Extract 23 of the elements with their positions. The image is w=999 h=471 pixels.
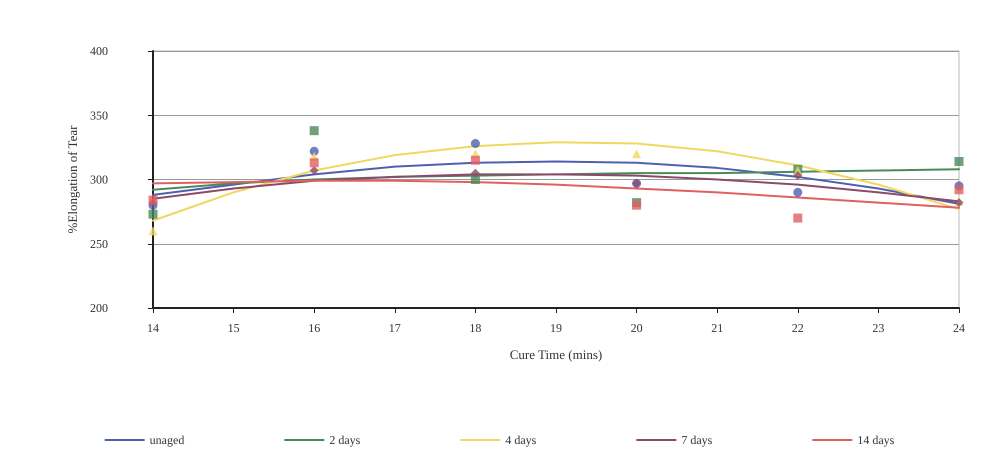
x-tick-label: 22 [792, 321, 804, 335]
x-tick-label: 14 [147, 321, 159, 335]
x-tick-label: 16 [308, 321, 320, 335]
x-tick-label: 20 [630, 321, 643, 335]
y-axis-title: %Elongation of Tear [65, 124, 80, 234]
x-tick-label: 24 [953, 321, 965, 335]
y-tick-label: 200 [90, 301, 108, 315]
legend-label: 7 days [681, 433, 713, 447]
legend-label: unaged [150, 433, 184, 447]
y-tick-label: 350 [90, 108, 108, 122]
x-tick-label: 19 [550, 321, 562, 335]
x-tick-label: 18 [469, 321, 482, 335]
legend-label: 2 days [329, 433, 361, 447]
x-tick-label: 17 [388, 321, 401, 335]
y-tick-label: 400 [90, 44, 108, 58]
x-tick-label: 23 [872, 321, 884, 335]
y-tick-label: 300 [90, 172, 108, 186]
legend-label: 4 days [505, 433, 537, 447]
legend-label: 14 days [857, 433, 895, 447]
x-axis-title: Cure Time (mins) [510, 347, 602, 362]
x-tick-label: 15 [228, 321, 240, 335]
y-tick-label: 250 [90, 236, 108, 251]
x-tick-label: 21 [711, 321, 724, 335]
